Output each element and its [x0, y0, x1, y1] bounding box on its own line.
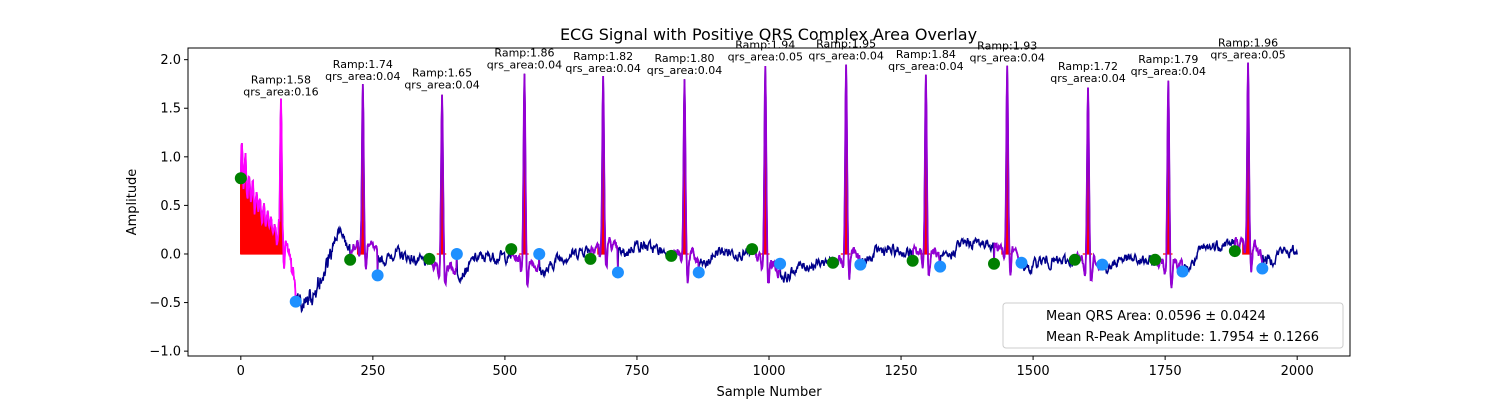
r-peak-annotation: Ramp:1.84 qrs_area:0.04	[888, 48, 963, 73]
qrs-onset-marker	[826, 256, 839, 269]
legend-entry-mean-r-peak-amplitude: Mean R-Peak Amplitude: 1.7954 ± 0.1266	[1046, 330, 1319, 345]
r-peak-annotation: Ramp:1.82 qrs_area:0.04	[565, 50, 640, 75]
qrs-offset-marker	[774, 257, 787, 270]
r-peak-annotation: Ramp:1.58 qrs_area:0.16	[243, 73, 318, 98]
qrs-onset-marker	[906, 254, 919, 267]
x-axis-label: Sample Number	[716, 385, 822, 400]
x-tick-label: 250	[360, 364, 385, 379]
qrs-offset-marker	[450, 247, 463, 260]
qrs-segment-line	[510, 73, 541, 289]
qrs-onset-marker	[1068, 253, 1081, 266]
qrs-segment-line	[239, 98, 297, 302]
x-tick-label: 2000	[1281, 364, 1314, 379]
qrs-offset-marker	[1176, 265, 1189, 278]
r-peak-annotation: Ramp:1.96 qrs_area:0.05	[1210, 37, 1285, 62]
y-tick-label: 2.0	[160, 53, 181, 68]
qrs-segment-line	[589, 75, 619, 273]
qrs-offset-marker	[934, 260, 947, 273]
y-tick-label: 1.0	[160, 150, 181, 165]
qrs-segment-line	[911, 74, 942, 277]
signal-layer	[239, 62, 1298, 314]
qrs-segment-line	[428, 94, 458, 288]
r-peak-annotation: Ramp:1.74 qrs_area:0.04	[325, 58, 400, 83]
annotation-layer: Ramp:1.58 qrs_area:0.16 Ramp:1.74 qrs_area:…	[243, 37, 1286, 99]
qrs-segment-line	[993, 65, 1022, 276]
qrs-onset-marker	[988, 257, 1001, 270]
x-tick-label: 1750	[1149, 364, 1182, 379]
qrs-segment-line	[349, 84, 379, 276]
x-axis-ticks: 0 250 500 750 1000 1250 1500 1750 2000	[237, 356, 1314, 379]
y-tick-label: −0.5	[149, 296, 181, 311]
r-peak-annotation: Ramp:1.72 qrs_area:0.04	[1050, 60, 1125, 85]
r-peak-annotation: Ramp:1.94 qrs_area:0.05	[728, 38, 803, 63]
qrs-onset-marker	[1228, 245, 1241, 258]
x-tick-label: 1000	[752, 364, 785, 379]
x-tick-label: 0	[237, 364, 245, 379]
r-peak-annotation: Ramp:1.65 qrs_area:0.04	[404, 67, 479, 92]
qrs-onset-marker	[344, 253, 357, 266]
qrs-offset-marker	[1096, 258, 1109, 271]
x-tick-label: 1500	[1017, 364, 1050, 379]
qrs-onset-marker	[1149, 253, 1162, 266]
qrs-offset-marker	[289, 295, 302, 308]
y-tick-label: 1.5	[160, 102, 181, 117]
qrs-offset-marker	[533, 247, 546, 260]
x-tick-label: 1250	[884, 364, 917, 379]
qrs-segment-line	[751, 66, 781, 284]
y-axis-label: Amplitude	[125, 169, 140, 236]
qrs-offset-marker	[692, 266, 705, 279]
qrs-onset-marker	[423, 252, 436, 265]
legend-box	[1002, 302, 1344, 349]
qrs-onset-marker	[746, 243, 759, 256]
qrs-segment-line	[1233, 62, 1264, 273]
qrs-offset-marker	[611, 266, 624, 279]
chart-title: ECG Signal with Positive QRS Complex Are…	[560, 25, 977, 44]
legend: Mean QRS Area: 0.0596 ± 0.0424 Mean R-Pe…	[1002, 302, 1344, 349]
x-tick-label: 750	[625, 364, 650, 379]
r-peak-annotation: Ramp:1.80 qrs_area:0.04	[647, 52, 722, 77]
qrs-onset-marker	[584, 252, 597, 265]
y-tick-label: −1.0	[149, 345, 181, 360]
qrs-offset-marker	[371, 269, 384, 282]
legend-entry-mean-qrs-area: Mean QRS Area: 0.0596 ± 0.0424	[1046, 309, 1266, 324]
qrs-onset-marker	[505, 243, 518, 256]
y-tick-label: 0.5	[160, 199, 181, 214]
y-tick-label: 0.0	[160, 247, 181, 262]
qrs-offset-marker	[854, 258, 867, 271]
marker-layer	[234, 172, 1269, 308]
r-peak-annotation: Ramp:1.86 qrs_area:0.04	[487, 46, 562, 71]
y-axis-ticks: −1.0 −0.5 0.0 0.5 1.0 1.5 2.0	[149, 53, 188, 360]
qrs-onset-marker	[665, 249, 678, 262]
r-peak-annotation: Ramp:1.79 qrs_area:0.04	[1131, 53, 1206, 78]
r-peak-annotation: Ramp:1.95 qrs_area:0.04	[808, 38, 883, 63]
r-peak-annotation: Ramp:1.93 qrs_area:0.04	[969, 39, 1044, 64]
qrs-offset-marker	[1256, 262, 1269, 275]
qrs-offset-marker	[1015, 256, 1028, 269]
qrs-onset-marker	[234, 172, 247, 185]
x-tick-label: 500	[492, 364, 517, 379]
